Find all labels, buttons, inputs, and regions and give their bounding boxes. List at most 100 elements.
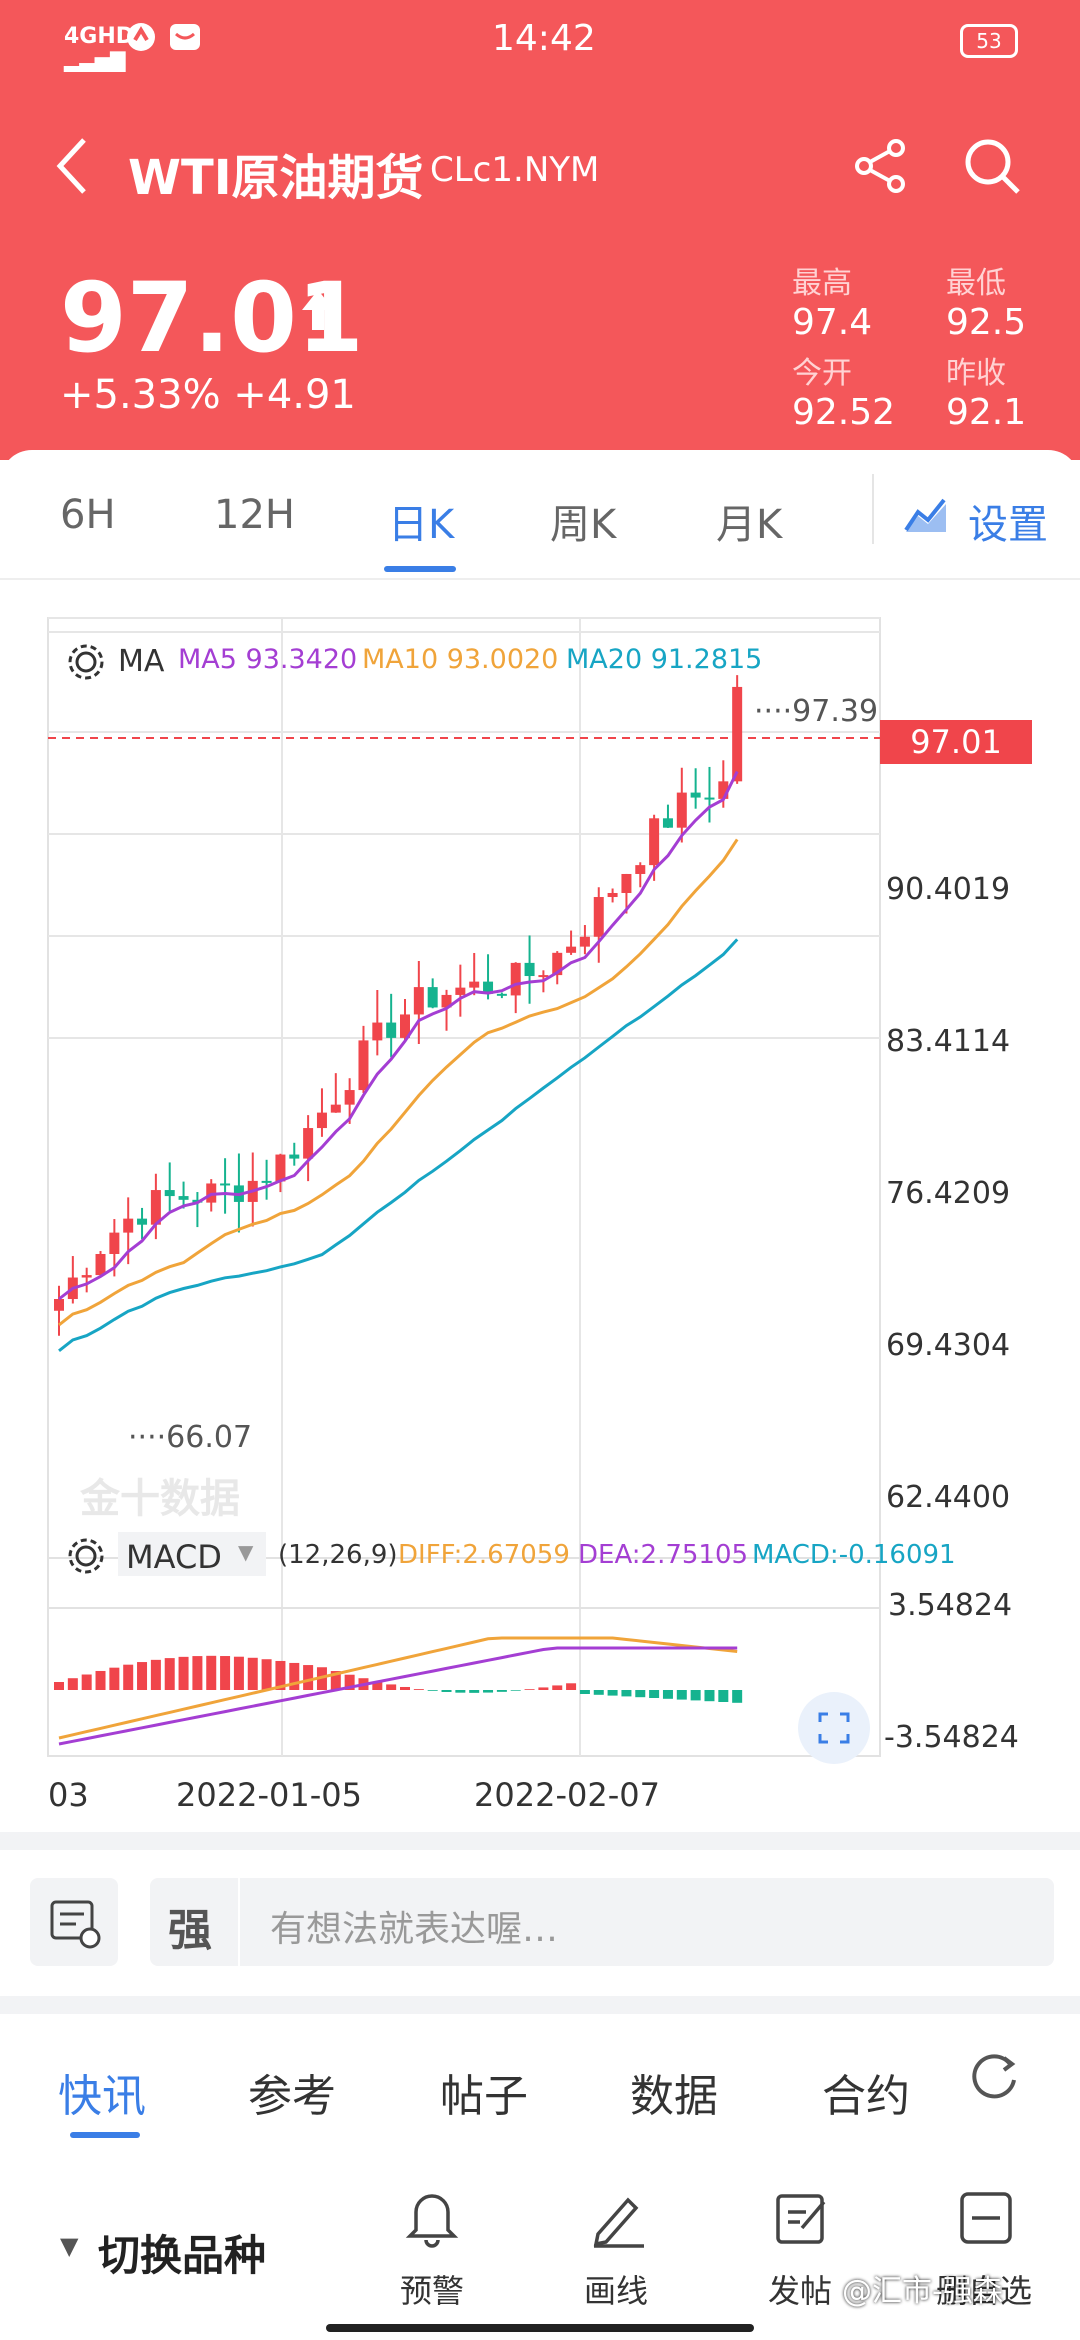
- min-price-marker: ····66.07: [128, 1420, 253, 1455]
- candle-body: [123, 1218, 134, 1233]
- macd-bar: [330, 1671, 341, 1690]
- candle-body: [164, 1190, 175, 1197]
- macd-bar: [496, 1690, 507, 1692]
- diff-value: DIFF:2.67059: [398, 1540, 570, 1570]
- bell-icon[interactable]: [404, 2186, 460, 2252]
- candle-body: [649, 818, 660, 866]
- gear-icon[interactable]: [66, 642, 106, 686]
- candle-body: [137, 1218, 148, 1225]
- macd-bar: [344, 1674, 355, 1690]
- strong-icon: 强: [168, 1905, 212, 1956]
- instrument-code: CLc1.NYM: [430, 150, 600, 190]
- macd-bar: [261, 1659, 272, 1690]
- macd-selector[interactable]: [118, 1532, 266, 1576]
- tab-weekly-k[interactable]: 周K: [550, 502, 617, 548]
- candle-body: [483, 981, 494, 994]
- macd-bar: [510, 1690, 521, 1691]
- macd-bar: [413, 1689, 424, 1690]
- tool-label: 预警: [399, 2272, 464, 2310]
- macd-bar: [524, 1689, 535, 1690]
- macd-tick: 3.54824: [888, 1588, 1013, 1623]
- candle-body: [579, 936, 590, 947]
- watermark: 金十数据: [80, 1476, 240, 1522]
- candle-body: [358, 1040, 369, 1091]
- candle-body: [676, 792, 687, 828]
- tab-12h[interactable]: 12H: [214, 492, 295, 538]
- signal-icon: ▂▃▅▇: [64, 48, 126, 72]
- macd-bar: [538, 1687, 549, 1690]
- macd-params: (12,26,9): [278, 1540, 398, 1570]
- candle-body: [593, 897, 604, 937]
- comment-input[interactable]: 强 有想法就表达喔…: [150, 1878, 1054, 1966]
- macd-bar: [233, 1656, 244, 1690]
- tab-6h[interactable]: 6H: [60, 492, 116, 538]
- candle-body: [330, 1104, 341, 1113]
- remove-watchlist-icon[interactable]: [956, 2188, 1016, 2252]
- note-button[interactable]: [30, 1878, 118, 1966]
- macd-bar: [635, 1690, 646, 1698]
- macd-tick: -3.54824: [884, 1720, 1019, 1755]
- tab-monthly-k[interactable]: 月K: [716, 502, 783, 548]
- macd-bar: [566, 1683, 577, 1690]
- chart-settings-icon[interactable]: [904, 494, 948, 538]
- draw-icon[interactable]: [588, 2188, 648, 2252]
- candle-body: [690, 792, 701, 798]
- candle-body: [316, 1112, 327, 1129]
- stat-value: 92.1: [946, 392, 1027, 433]
- settings-label[interactable]: 设置: [968, 502, 1048, 548]
- tab-contracts[interactable]: 合约: [822, 2071, 910, 2122]
- divider: [238, 1878, 240, 1966]
- tab-data[interactable]: 数据: [630, 2071, 718, 2122]
- instrument-name: WTI原油期货: [128, 150, 424, 206]
- candlestick-chart[interactable]: [0, 578, 1080, 1828]
- candle-body: [441, 994, 452, 1008]
- caret-down-icon: ▼: [60, 2232, 79, 2260]
- period-tabs: 6H 12H 日K 周K 月K 设置: [0, 450, 1080, 580]
- post-icon[interactable]: [772, 2188, 832, 2252]
- tab-daily-k[interactable]: 日K: [388, 502, 455, 548]
- stat-label: 最低: [946, 266, 1006, 301]
- gear-icon[interactable]: [66, 1536, 106, 1580]
- macd-bar: [386, 1684, 397, 1690]
- divider: [872, 474, 874, 544]
- separator: [0, 1996, 1080, 2014]
- candle-body: [178, 1196, 189, 1200]
- message-icon: [168, 20, 202, 58]
- max-price-marker: ····97.39: [754, 694, 879, 729]
- candle-body: [635, 865, 646, 874]
- stat-label: 昨收: [946, 356, 1006, 391]
- macd-bar: [552, 1685, 563, 1690]
- refresh-icon[interactable]: [966, 2050, 1022, 2110]
- macd-bar: [579, 1690, 590, 1694]
- dropdown-icon: ▼: [238, 1540, 254, 1564]
- macd-bar: [123, 1664, 134, 1690]
- macd-bar: [690, 1690, 701, 1701]
- back-arrow-icon[interactable]: [52, 134, 92, 202]
- candle-body: [150, 1190, 161, 1225]
- battery-indicator: 53: [960, 24, 1018, 58]
- separator: [0, 1832, 1080, 1850]
- macd-bar: [81, 1674, 92, 1690]
- tab-news[interactable]: 快讯: [58, 2071, 146, 2122]
- candle-body: [386, 1022, 397, 1038]
- ma10-line: [58, 838, 739, 1327]
- switch-instrument[interactable]: 切换品种: [98, 2231, 267, 2280]
- stat-value: 97.4: [792, 302, 873, 343]
- candle-body: [607, 892, 618, 898]
- y-tick: 62.4400: [886, 1480, 1011, 1515]
- tab-reference[interactable]: 参考: [248, 2071, 336, 2122]
- fullscreen-button[interactable]: [798, 1692, 870, 1764]
- tab-posts[interactable]: 帖子: [440, 2071, 528, 2122]
- candle-body: [303, 1128, 314, 1159]
- stat-value: 92.5: [946, 302, 1027, 343]
- candle-body: [275, 1154, 286, 1182]
- candle-body: [704, 797, 715, 800]
- macd-bar: [483, 1690, 494, 1693]
- share-icon[interactable]: [852, 138, 908, 198]
- macd-bar: [718, 1690, 729, 1702]
- current-price-tag: 97.01: [880, 720, 1032, 764]
- search-icon[interactable]: [962, 136, 1022, 200]
- candle-body: [621, 873, 632, 893]
- macd-bar: [275, 1660, 286, 1690]
- macd-bar: [164, 1658, 175, 1690]
